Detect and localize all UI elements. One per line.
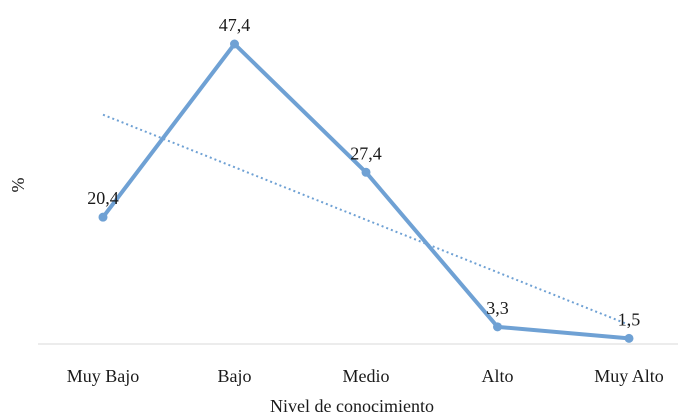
series-layer bbox=[98, 39, 634, 343]
data-labels-layer: 20,4 47,4 27,4 3,3 1,5 bbox=[87, 15, 640, 329]
x-axis-title: Nivel de conocimiento bbox=[270, 396, 434, 415]
data-point bbox=[493, 322, 502, 332]
x-tick-label: Muy Alto bbox=[594, 366, 664, 386]
data-label: 3,3 bbox=[486, 298, 509, 318]
data-label: 27,4 bbox=[350, 143, 382, 163]
data-point bbox=[361, 167, 371, 177]
x-tick-label: Medio bbox=[343, 366, 390, 386]
x-tick-label: Alto bbox=[481, 366, 513, 386]
x-tick-label: Muy Bajo bbox=[67, 366, 140, 386]
x-tick-labels: Muy Bajo Bajo Medio Alto Muy Alto bbox=[67, 366, 664, 386]
data-label: 20,4 bbox=[87, 188, 119, 208]
y-axis-title: % bbox=[8, 178, 28, 193]
data-point bbox=[624, 333, 634, 343]
data-label: 1,5 bbox=[618, 309, 641, 329]
data-label: 47,4 bbox=[219, 15, 251, 35]
data-point bbox=[98, 212, 108, 222]
data-point bbox=[230, 39, 239, 49]
x-tick-label: Bajo bbox=[218, 366, 252, 386]
